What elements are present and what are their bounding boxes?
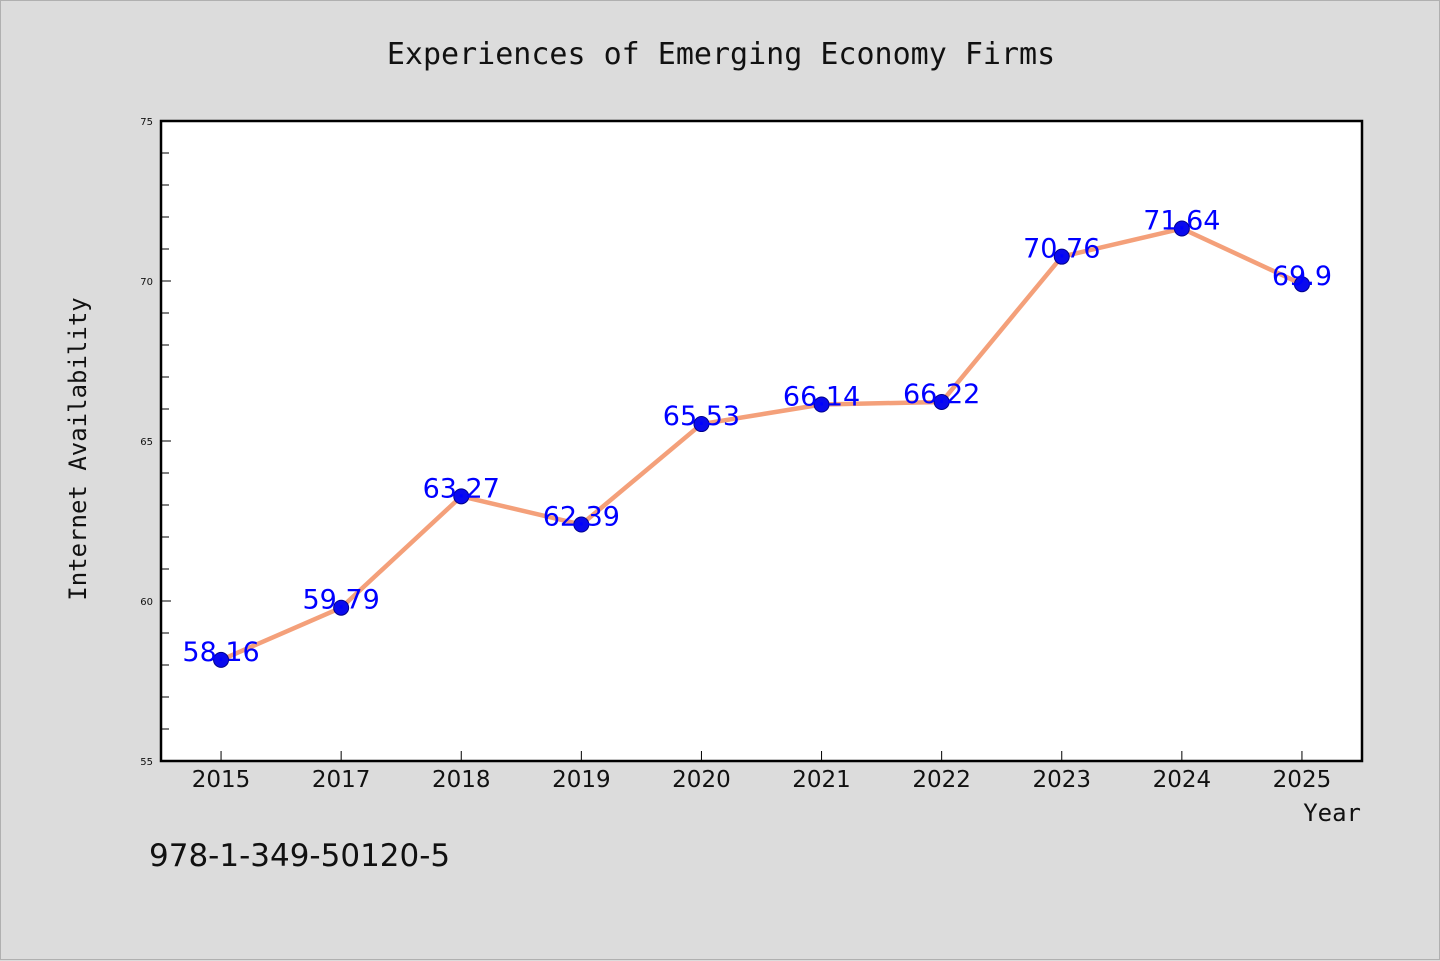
y-tick-label: 70 <box>140 277 153 288</box>
y-tick-label: 60 <box>140 597 153 608</box>
x-tick-label: 2025 <box>1273 767 1332 793</box>
x-tick-label: 2021 <box>792 767 851 793</box>
x-tick-label: 2019 <box>552 767 611 793</box>
data-label: 69.9 <box>1272 261 1332 292</box>
y-tick-label: 55 <box>140 757 153 768</box>
x-tick-label: 2015 <box>192 767 251 793</box>
chart-title: Experiences of Emerging Economy Firms <box>387 37 1055 72</box>
data-point <box>1293 276 1310 293</box>
data-label: 66.14 <box>783 382 860 413</box>
data-point <box>693 416 710 433</box>
data-labels: 58.16 59.79 63.27 62.39 65.53 66.14 66.22 70.76… <box>182 206 1332 668</box>
x-tick-label: 2020 <box>672 767 731 793</box>
data-point <box>333 599 350 616</box>
data-label: 62.39 <box>543 502 620 533</box>
x-axis-title: Year <box>1303 799 1361 827</box>
data-point <box>1053 248 1070 265</box>
footnote-isbn: 978-1-349-50120-5 <box>149 838 450 874</box>
series-line <box>220 226 1303 662</box>
data-point <box>933 393 950 410</box>
series-markers <box>213 220 1310 668</box>
y-tick-label: 65 <box>140 437 153 448</box>
y-tick-label: 75 <box>140 117 153 128</box>
data-label: 59.79 <box>303 585 380 616</box>
x-tick-label: 2018 <box>432 767 491 793</box>
data-point <box>813 396 830 413</box>
data-point <box>1173 220 1190 237</box>
data-label: 63.27 <box>423 473 500 504</box>
x-tick-label: 2017 <box>312 767 371 793</box>
x-tick-label: 2022 <box>912 767 971 793</box>
data-point <box>213 651 230 668</box>
data-label: 58.16 <box>182 637 259 668</box>
data-point <box>573 516 590 533</box>
x-tick-label: 2023 <box>1032 767 1091 793</box>
x-tick-label: 2024 <box>1153 767 1212 793</box>
data-label: 70.76 <box>1023 234 1100 265</box>
data-point <box>453 488 470 505</box>
plot-area <box>159 119 1364 763</box>
data-label: 65.53 <box>663 401 740 432</box>
y-axis-title: Internet Availability <box>64 297 92 600</box>
data-label: 66.22 <box>903 379 980 410</box>
x-axis: 2015 2017 2018 2019 2020 2021 2022 2023 2024 2025 <box>192 751 1331 793</box>
data-label: 71.64 <box>1143 206 1220 237</box>
y-axis: 55 60 65 70 75 <box>140 117 171 768</box>
